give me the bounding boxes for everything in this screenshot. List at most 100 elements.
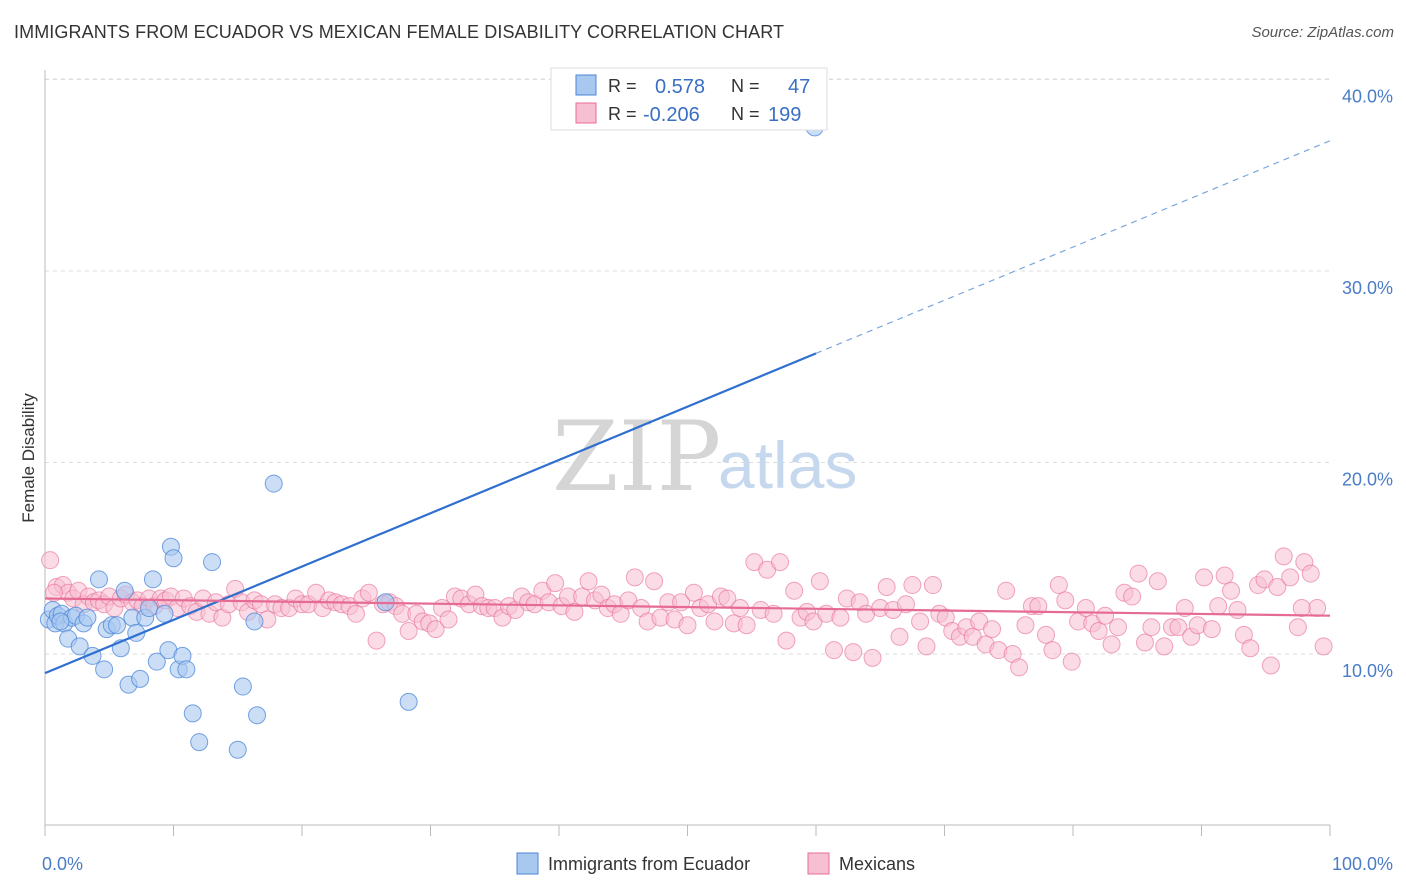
- ecuador-point-36: [190, 733, 209, 752]
- mexicans-point-174: [1169, 618, 1188, 637]
- mexicans-point-178: [1195, 568, 1214, 587]
- x-tick-label-0: 0.0%: [42, 854, 83, 874]
- mexicans-point-153: [1029, 597, 1048, 616]
- stats-legend: R = 0.578 N = 47 R = -0.206 N = 199: [550, 67, 828, 131]
- mexicans-point-133: [896, 595, 915, 614]
- mexicans-trend-line: [44, 597, 1331, 617]
- mexicans-point-52: [359, 583, 378, 602]
- legend-n-label-1: N =: [731, 76, 760, 96]
- legend-r-label-1: R =: [608, 76, 637, 96]
- mexicans-point-80: [546, 574, 565, 593]
- mexicans-point-101: [684, 583, 703, 602]
- legend-n-value-2: 199: [768, 104, 801, 126]
- ecuador-point-31: [164, 549, 183, 568]
- mexicans-point-169: [1135, 633, 1154, 652]
- mexicans-point-95: [645, 572, 664, 591]
- ecuador-point-37: [203, 553, 222, 572]
- legend-r-value-2: -0.206: [643, 104, 700, 126]
- ecuador-point-28: [155, 604, 174, 623]
- mexicans-point-114: [771, 553, 790, 572]
- legend-r-label-2: R =: [608, 104, 637, 124]
- mexicans-point-179: [1202, 620, 1221, 639]
- mexicans-point-180: [1209, 597, 1228, 616]
- ecuador-point-38: [228, 740, 247, 759]
- mexicans-points: [41, 547, 1333, 677]
- legend-swatch-ecuador: [516, 852, 539, 875]
- ecuador-point-17: [107, 616, 126, 635]
- mexicans-point-53: [367, 631, 386, 650]
- mexicans-point-125: [844, 643, 863, 662]
- mexicans-point-160: [1076, 599, 1095, 618]
- mexicans-point-113: [764, 604, 783, 623]
- mexicans-point-198: [1292, 599, 1311, 618]
- mexicans-point-0: [41, 551, 60, 570]
- mexicans-point-123: [831, 608, 850, 627]
- x-tick-label-100: 100.0%: [1332, 854, 1393, 874]
- mexicans-point-100: [678, 616, 697, 635]
- ecuador-point-14: [95, 660, 114, 679]
- watermark-atlas: atlas: [718, 428, 857, 502]
- mexicans-point-164: [1102, 635, 1121, 654]
- mexicans-point-163: [1096, 606, 1115, 625]
- y-tick-label-4: 40.0%: [1342, 87, 1393, 107]
- ecuador-point-23: [131, 669, 150, 688]
- stats-legend-box: [550, 67, 828, 131]
- mexicans-point-134: [903, 576, 922, 595]
- mexicans-point-136: [917, 637, 936, 656]
- mexicans-point-128: [863, 648, 882, 667]
- ecuador-trend-extension: [815, 140, 1331, 354]
- mexicans-point-58: [399, 622, 418, 641]
- mexicans-point-196: [1314, 637, 1333, 656]
- mexicans-point-170: [1142, 618, 1161, 637]
- mexicans-point-195: [1308, 599, 1327, 618]
- mexicans-point-135: [911, 612, 930, 631]
- chart-source: Source: ZipAtlas.com: [1251, 24, 1394, 41]
- mexicans-point-120: [810, 572, 829, 591]
- mexicans-point-156: [1049, 576, 1068, 595]
- mexicans-point-115: [777, 631, 796, 650]
- mexicans-point-182: [1222, 581, 1241, 600]
- mexicans-point-92: [625, 568, 644, 587]
- ecuador-point-27: [147, 652, 166, 671]
- mexicans-point-192: [1288, 618, 1307, 637]
- trend-lines: [44, 140, 1331, 675]
- mexicans-point-158: [1062, 652, 1081, 671]
- y-tick-label-3: 30.0%: [1342, 278, 1393, 298]
- mexicans-point-183: [1228, 600, 1247, 619]
- legend-n-label-2: N =: [731, 104, 760, 124]
- mexicans-point-194: [1301, 564, 1320, 583]
- stats-legend-swatch-blue: [575, 74, 597, 96]
- ecuador-point-40: [245, 612, 264, 631]
- ecuador-trend-line: [44, 352, 817, 675]
- y-tick-labels: 10.0% 20.0% 30.0% 40.0%: [1342, 87, 1393, 682]
- mexicans-point-62: [426, 620, 445, 639]
- mexicans-point-185: [1241, 639, 1260, 658]
- mexicans-point-151: [1016, 616, 1035, 635]
- ecuador-point-19: [115, 581, 134, 600]
- mexicans-point-109: [737, 616, 756, 635]
- mexicans-point-172: [1155, 637, 1174, 656]
- legend-swatch-mexicans: [807, 852, 830, 875]
- ecuador-point-41: [248, 706, 267, 725]
- mexicans-point-130: [877, 577, 896, 596]
- series-legend: Immigrants from Ecuador Mexicans: [516, 852, 915, 875]
- mexicans-point-148: [997, 581, 1016, 600]
- y-tick-label-1: 10.0%: [1342, 661, 1393, 681]
- legend-label-mexicans: Mexicans: [839, 854, 915, 874]
- mexicans-point-162: [1089, 622, 1108, 641]
- mexicans-point-85: [579, 572, 598, 591]
- mexicans-point-116: [785, 581, 804, 600]
- mexicans-point-50: [346, 604, 365, 623]
- mexicans-point-146: [983, 620, 1002, 639]
- mexicans-point-167: [1123, 587, 1142, 606]
- mexicans-point-64: [439, 610, 458, 629]
- watermark: ZIP atlas: [552, 401, 857, 513]
- stats-legend-swatch-pink: [575, 102, 597, 124]
- mexicans-point-175: [1175, 599, 1194, 618]
- legend-label-ecuador: Immigrants from Ecuador: [548, 854, 750, 874]
- ecuador-point-39: [233, 677, 252, 696]
- mexicans-point-165: [1108, 618, 1127, 637]
- mexicans-point-150: [1010, 658, 1029, 677]
- mexicans-point-122: [824, 641, 843, 660]
